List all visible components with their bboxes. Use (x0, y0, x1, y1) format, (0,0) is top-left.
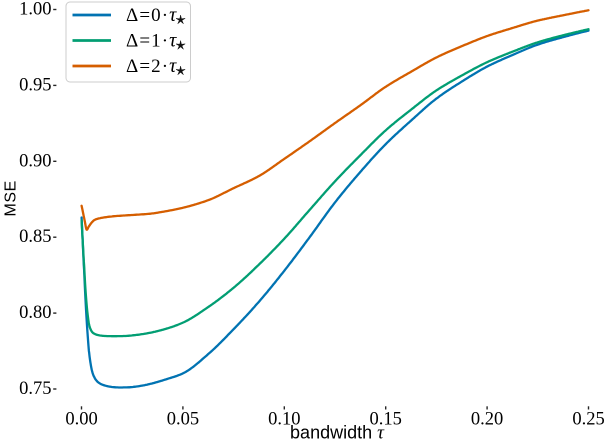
svg-text:0.00: 0.00 (65, 410, 97, 430)
svg-text:1.00: 1.00 (19, 0, 51, 20)
svg-text:0.05: 0.05 (167, 410, 199, 430)
svg-text:0.10: 0.10 (268, 410, 300, 430)
svg-text:0.75: 0.75 (19, 379, 51, 399)
svg-text:0.85: 0.85 (19, 227, 51, 247)
svg-text:0.90: 0.90 (19, 151, 51, 171)
svg-text:MSE: MSE (2, 180, 19, 216)
svg-text:0.15: 0.15 (370, 410, 402, 430)
svg-text:bandwidth τ: bandwidth τ (290, 423, 385, 444)
svg-text:0.80: 0.80 (19, 303, 51, 323)
svg-text:0.95: 0.95 (19, 75, 51, 95)
svg-text:Δ=0·τ: Δ=0·τ (126, 4, 177, 26)
svg-text:0.20: 0.20 (471, 410, 503, 430)
svg-text:0.25: 0.25 (572, 410, 604, 430)
svg-text:Δ=2·τ: Δ=2·τ (126, 55, 177, 77)
svg-text:Δ=1·τ: Δ=1·τ (126, 30, 177, 52)
